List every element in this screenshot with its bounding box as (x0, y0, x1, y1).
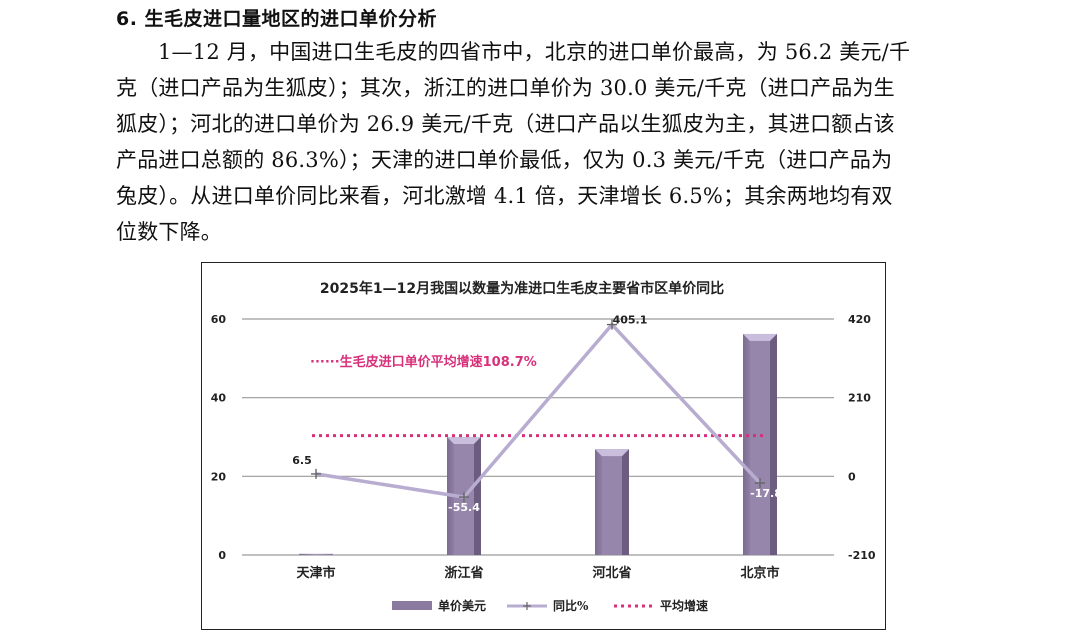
bar-face (602, 456, 622, 555)
yoy-marker (755, 478, 765, 489)
legend-label: 同比% (553, 598, 589, 613)
left-axis-tick: 0 (218, 549, 226, 562)
analysis-paragraph: 1—12 月，中国进口生毛皮的四省市中，北京的进口单价最高，为 56.2 美元/… (116, 34, 982, 250)
bar-side-bevel (622, 449, 629, 555)
bar-top-bevel (447, 437, 481, 444)
paragraph-line: 兔皮）。从进口单价同比来看，河北激增 4.1 倍，天津增长 6.5%；其余两地均… (116, 184, 893, 208)
legend-item: 同比% (507, 598, 589, 613)
paragraph-line: 产品进口总额的 86.3%）；天津的进口单价最低，仅为 0.3 美元/千克（进口… (116, 148, 893, 172)
bar-top-bevel (595, 449, 629, 457)
yoy-marker (459, 492, 469, 503)
legend-swatch-marker (523, 602, 531, 610)
bar-face (750, 340, 770, 555)
yoy-data-label: -55.4 (448, 501, 480, 514)
bar (299, 553, 333, 555)
bar (595, 449, 629, 555)
yoy-data-label: -17.8 (750, 487, 782, 500)
chart-canvas: 2025年1—12月我国以数量为准进口生毛皮主要省市区单价同比 0 20 40 60 -… (211, 280, 876, 613)
yoy-data-label: 405.1 (613, 314, 648, 327)
legend-item: 平均增速 (614, 598, 708, 613)
left-axis-tick: 20 (211, 470, 227, 483)
right-axis-tick: 0 (848, 470, 856, 483)
left-axis-tick: 60 (211, 313, 227, 326)
bar-side-bevel (770, 333, 777, 555)
category-label: 浙江省 (444, 565, 483, 581)
paragraph-line: 1—12 月，中国进口生毛皮的四省市中，北京的进口单价最高，为 56.2 美元/… (158, 40, 911, 64)
category-label: 天津市 (296, 565, 335, 581)
chart-title: 2025年1—12月我国以数量为准进口生毛皮主要省市区单价同比 (320, 280, 724, 297)
paragraph-line: 位数下降。 (116, 220, 222, 244)
yoy-marker (607, 319, 617, 330)
yoy-line (315, 322, 762, 499)
right-axis-tick: 420 (848, 313, 871, 326)
bar-front (299, 553, 333, 555)
legend-label: 平均增速 (660, 598, 708, 613)
bar (743, 333, 777, 555)
bar-top-bevel (743, 333, 777, 341)
left-axis-tick: 40 (211, 392, 227, 405)
category-label: 河北省 (592, 565, 631, 581)
right-axis-tick: -210 (848, 549, 876, 562)
legend-label: 单价美元 (438, 598, 486, 613)
yoy-data-label: 6.5 (292, 454, 312, 467)
legend-swatch-bar (392, 601, 432, 610)
bar-side-bevel (474, 437, 481, 555)
right-axis-tick: 210 (848, 392, 871, 405)
section-heading: 6. 生毛皮进口量地区的进口单价分析 (116, 8, 438, 30)
legend-item: 单价美元 (392, 598, 486, 613)
unit-price-chart: 2025年1—12月我国以数量为准进口生毛皮主要省市区单价同比 0 20 40 60 -… (201, 262, 886, 630)
category-label: 北京市 (740, 565, 779, 581)
average-annotation: ······生毛皮进口单价平均增速108.7% (310, 354, 537, 370)
paragraph-line: 狐皮）；河北的进口单价为 26.9 美元/千克（进口产品以生狐皮为主，其进口额占… (116, 112, 895, 136)
paragraph-line: 克（进口产品为生狐皮）；其次，浙江的进口单价为 30.0 美元/千克（进口产品为… (116, 76, 895, 100)
yoy-marker (311, 468, 321, 479)
